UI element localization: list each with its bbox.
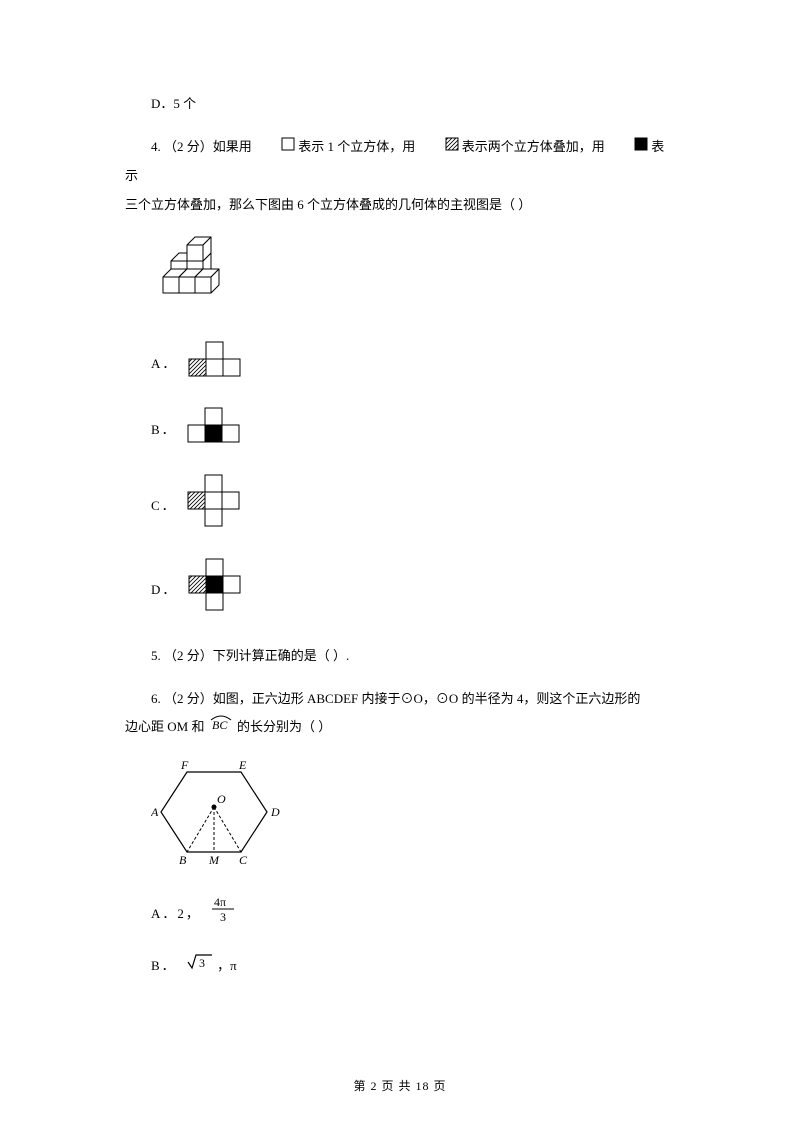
sqrt3-icon: 3 bbox=[186, 952, 214, 981]
svg-text:4π: 4π bbox=[214, 895, 226, 909]
svg-text:M: M bbox=[208, 853, 220, 867]
q4-optB-label: B． bbox=[151, 416, 177, 445]
q6-option-b: B． 3 ，π bbox=[125, 952, 675, 981]
q5-text: 5. （2 分）下列计算正确的是（ ）. bbox=[151, 648, 349, 663]
q5-stem: 5. （2 分）下列计算正确的是（ ）. bbox=[125, 642, 675, 671]
q3-optD-text: D．5 个 bbox=[151, 96, 196, 111]
q4-option-a: A． bbox=[125, 340, 675, 389]
q6-option-a: A．2， 4π 3 bbox=[125, 895, 675, 934]
q4-mid1: 表示 1 个立方体，用 bbox=[298, 139, 418, 154]
q4-optC-label: C． bbox=[151, 492, 177, 521]
q4-optA-figure bbox=[187, 340, 247, 389]
q4-prefix: 4. （2 分）如果用 bbox=[151, 139, 255, 154]
q6-stem-line2: 边心距 OM 和 BC 的长分别为（ ） bbox=[125, 713, 675, 742]
q4-figure bbox=[125, 233, 675, 322]
page-footer: 第 2 页 共 18 页 bbox=[0, 1077, 800, 1094]
svg-text:C: C bbox=[239, 853, 248, 867]
cubes-3d-icon bbox=[151, 233, 261, 311]
q3-option-d: D．5 个 bbox=[125, 90, 675, 119]
q4-optD-figure bbox=[187, 557, 247, 624]
q4-optB-figure bbox=[186, 406, 246, 455]
svg-text:B: B bbox=[179, 853, 187, 867]
svg-text:A: A bbox=[151, 805, 159, 819]
q6-line2a: 边心距 OM 和 bbox=[125, 719, 208, 734]
arc-bc-icon: BC bbox=[208, 714, 234, 743]
q4-line2: 三个立方体叠加，那么下图由 6 个立方体叠成的几何体的主视图是（ ） bbox=[125, 197, 531, 212]
q6-optA-label: A．2， bbox=[151, 900, 201, 929]
q4-stem-line1: 4. （2 分）如果用 表示 1 个立方体，用 表示两个立方体叠加，用 表示 bbox=[125, 133, 675, 191]
svg-text:D: D bbox=[270, 805, 280, 819]
footer-text: 第 2 页 共 18 页 bbox=[353, 1079, 446, 1093]
svg-text:3: 3 bbox=[199, 956, 205, 970]
q6-figure: F E D C M B A O bbox=[125, 757, 675, 878]
white-square-icon bbox=[255, 133, 295, 162]
q6-line2b: 的长分别为（ ） bbox=[237, 719, 331, 734]
q4-option-b: B． bbox=[125, 406, 675, 455]
q4-option-d: D． bbox=[125, 557, 675, 624]
black-square-icon bbox=[608, 133, 648, 162]
q4-optD-label: D． bbox=[151, 576, 177, 605]
hexagon-icon: F E D C M B A O bbox=[151, 757, 291, 867]
q6-stem-line1: 6. （2 分）如图，正六边形 ABCDEF 内接于⊙O，⊙O 的半径为 4，则… bbox=[125, 685, 675, 714]
q4-option-c: C． bbox=[125, 473, 675, 540]
q4-mid2: 表示两个立方体叠加，用 bbox=[462, 139, 608, 154]
page-content: D．5 个 4. （2 分）如果用 表示 1 个立方体，用 表示两个立方体叠加，… bbox=[0, 0, 800, 1039]
hatched-square-icon bbox=[419, 133, 459, 162]
q4-stem-line2: 三个立方体叠加，那么下图由 6 个立方体叠成的几何体的主视图是（ ） bbox=[125, 191, 675, 220]
svg-text:BC: BC bbox=[212, 718, 228, 732]
q6-line1: 6. （2 分）如图，正六边形 ABCDEF 内接于⊙O，⊙O 的半径为 4，则… bbox=[151, 691, 640, 706]
q6-optB-label: B． bbox=[151, 952, 177, 981]
q4-optC-figure bbox=[186, 473, 246, 540]
svg-text:E: E bbox=[238, 758, 247, 772]
fraction-4pi-3-icon: 4π 3 bbox=[210, 895, 236, 934]
svg-text:3: 3 bbox=[220, 910, 226, 923]
q4-optA-label: A． bbox=[151, 350, 177, 379]
svg-text:O: O bbox=[217, 792, 226, 806]
q6-optB-suffix: ，π bbox=[217, 958, 237, 973]
svg-text:F: F bbox=[180, 758, 189, 772]
